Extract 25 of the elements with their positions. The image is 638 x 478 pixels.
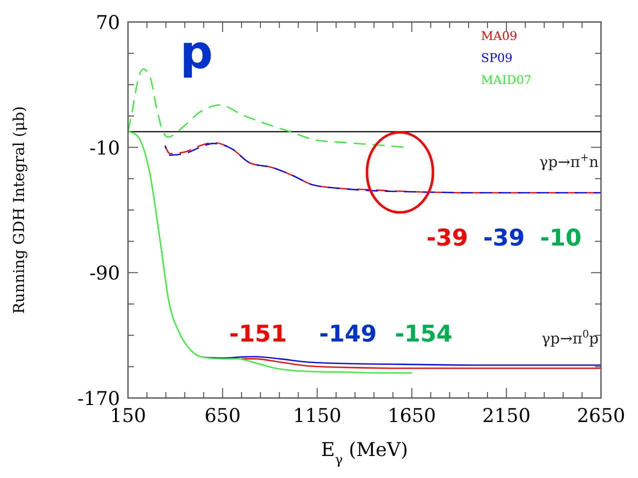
- annotation: -39: [483, 226, 525, 252]
- y-axis-title: Running GDH Integral (μb): [10, 106, 28, 314]
- x-tick-label: 650: [204, 405, 241, 427]
- text: MAID07: [481, 73, 532, 87]
- x-tick-label: 150: [110, 405, 146, 427]
- x-tick-label: 1650: [388, 405, 436, 427]
- y-tick-label: 70: [96, 12, 120, 34]
- annotation: -154: [394, 322, 452, 348]
- text: MA09: [481, 29, 518, 43]
- annotation: γp→π$^{0}$p: [541, 328, 599, 348]
- y-tick-label: -10: [89, 137, 120, 160]
- x-tick-label: 2150: [482, 405, 531, 427]
- annotation: γp→π$^{+}$n: [539, 152, 599, 171]
- y-tick-label: -90: [89, 262, 120, 285]
- chart-title: p: [180, 25, 213, 79]
- text: SP09: [481, 51, 513, 65]
- annotation: -39: [426, 226, 468, 252]
- x-axis-title: E$_{γ}$ (MeV): [320, 439, 408, 468]
- annotation: -151: [229, 322, 287, 348]
- x-tick-label: 1150: [293, 405, 342, 427]
- line-series: [240, 358, 601, 369]
- line-series: [202, 356, 601, 366]
- x-tick-label: 2650: [576, 405, 626, 427]
- annotation: -149: [319, 322, 377, 348]
- annotation: -10: [540, 226, 582, 252]
